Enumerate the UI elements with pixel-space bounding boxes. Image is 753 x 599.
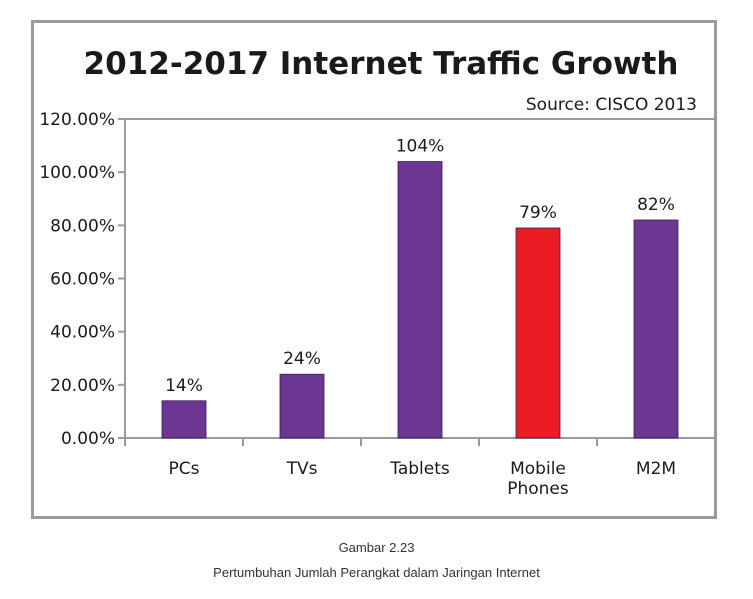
- y-tick-label: 40.00%: [50, 323, 115, 343]
- y-axis: 0.00% 20.00% 40.00% 60.00% 80.00% 100.00% 120.…: [39, 110, 125, 449]
- value-labels: 14% 24% 104% 79% 82%: [165, 137, 675, 396]
- x-tick-label: PCs: [169, 459, 200, 479]
- data-label: 24%: [283, 349, 321, 369]
- y-tick-label: 120.00%: [39, 110, 115, 130]
- bar-m2m: [633, 219, 679, 439]
- x-axis: PCs TVs Tablets Mobile Phones M2M: [124, 438, 716, 499]
- y-tick-label: 80.00%: [50, 216, 115, 236]
- bar-mobile-phones: [515, 227, 561, 439]
- source-note: Source: CISCO 2013: [526, 95, 697, 115]
- y-tick-label: 20.00%: [50, 376, 115, 396]
- bar-tvs: [279, 373, 325, 439]
- y-tick-label: 0.00%: [61, 429, 115, 449]
- figure-number: Gambar 2.23: [338, 540, 415, 555]
- bar-pcs: [161, 400, 207, 439]
- bars: [161, 161, 679, 439]
- data-label: 79%: [519, 203, 557, 223]
- data-label: 82%: [637, 195, 675, 215]
- data-label: 104%: [396, 137, 445, 157]
- bar-chart: 2012-2017 Internet Traffic Growth Source…: [39, 46, 716, 499]
- x-tick-label: M2M: [636, 459, 676, 479]
- figure-caption: Pertumbuhan Jumlah Perangkat dalam Jarin…: [213, 565, 540, 580]
- x-tick-label: TVs: [286, 459, 318, 479]
- x-tick-label: Tablets: [389, 459, 450, 479]
- x-tick-label: Mobile Phones: [507, 459, 569, 499]
- chart-title: 2012-2017 Internet Traffic Growth: [84, 46, 679, 82]
- bar-tablets: [397, 161, 443, 439]
- data-label: 14%: [165, 376, 203, 396]
- y-tick-label: 100.00%: [39, 163, 115, 183]
- y-tick-label: 60.00%: [50, 270, 115, 290]
